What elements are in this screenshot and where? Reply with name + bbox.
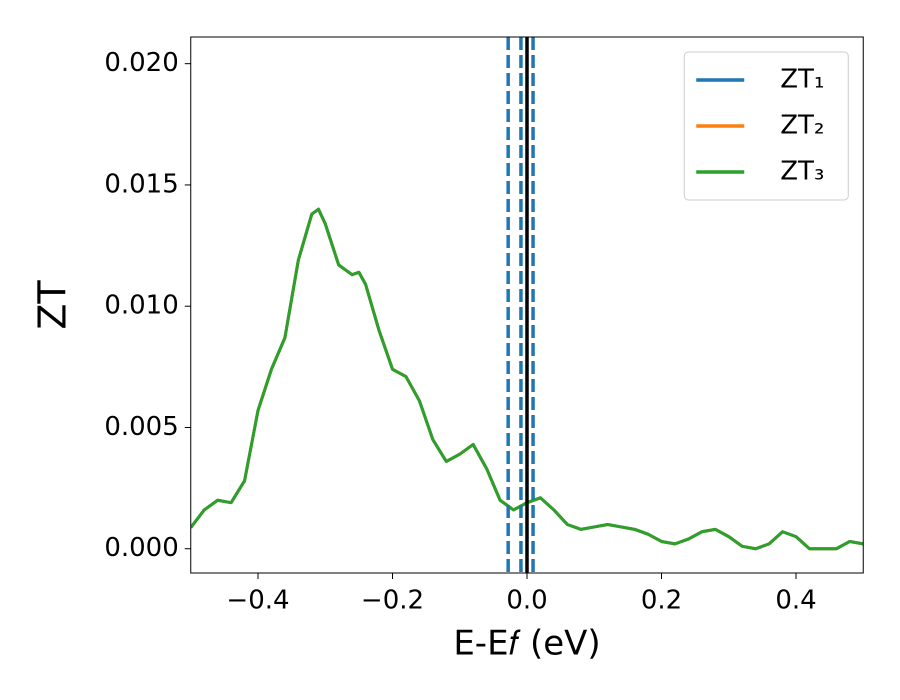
y-axis-label: ZT [31,280,75,330]
line-series [190,207,864,551]
plot-frame [190,36,864,574]
x-axis-label: E-E𝑓 (eV) [453,624,600,664]
y-tick-label: 0.005 [104,412,178,442]
y-tick-label: 0.015 [104,169,178,199]
x-tick-label: −0.4 [226,586,289,616]
y-tick-label: 0.010 [104,291,178,321]
x-tick-label: −0.2 [361,586,424,616]
y-tick-label: 0.000 [104,533,178,563]
legend-label: ZT₁ [780,65,824,95]
x-tick-label: 0.4 [775,586,816,616]
x-tick-label: 0.2 [641,586,682,616]
legend-label: ZT₃ [780,157,824,187]
legend-box [683,51,849,201]
legend-label: ZT₂ [780,111,824,141]
y-tick-label: 0.020 [104,48,178,78]
x-tick-label: 0.0 [506,586,547,616]
